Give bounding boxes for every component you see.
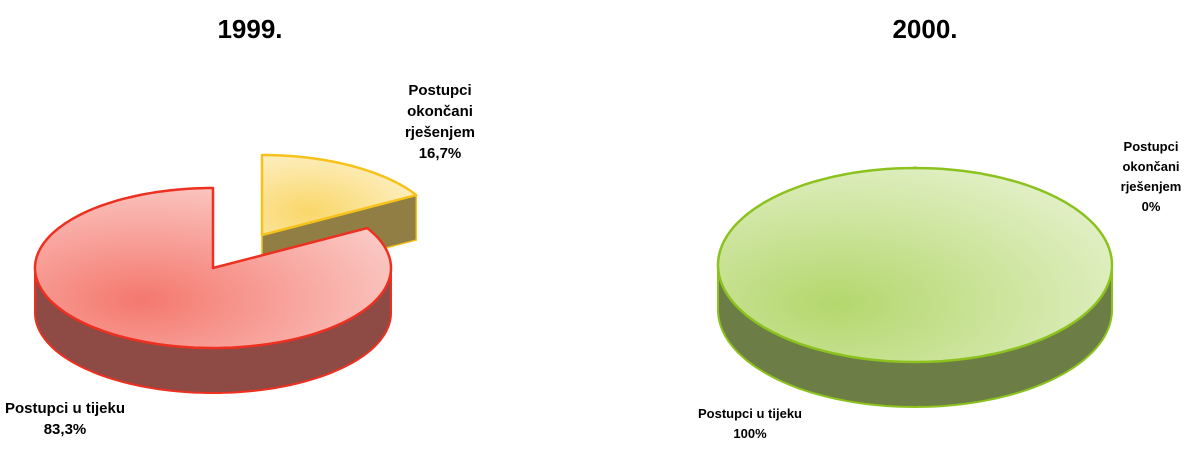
value-label: 83,3% <box>43 421 87 438</box>
category-label: Postupci u tijeku <box>697 406 802 421</box>
slice <box>716 166 1114 364</box>
pie-chart <box>33 153 418 394</box>
category-label: Postupci okončani rješenjem <box>1120 139 1182 194</box>
category-label: Postupci u tijeku <box>4 400 125 417</box>
value-label: 0% <box>1141 199 1161 214</box>
value-label: 100% <box>733 426 767 441</box>
value-label: 16,7% <box>418 145 462 162</box>
pie-chart <box>716 166 1114 409</box>
slice <box>260 153 418 237</box>
data-label: Postupci okončani rješenjem 16,7% <box>390 80 490 164</box>
chart-title: 1999. <box>217 14 283 44</box>
data-label: Postupci okončani rješenjem 0% <box>1105 137 1197 217</box>
chart-title: 2000. <box>892 14 958 44</box>
data-label: Postupci u tijeku 100% <box>690 404 810 444</box>
category-label: Postupci okončani rješenjem <box>404 82 476 141</box>
data-label: Postupci u tijeku 83,3% <box>0 398 130 440</box>
slice <box>33 186 393 350</box>
